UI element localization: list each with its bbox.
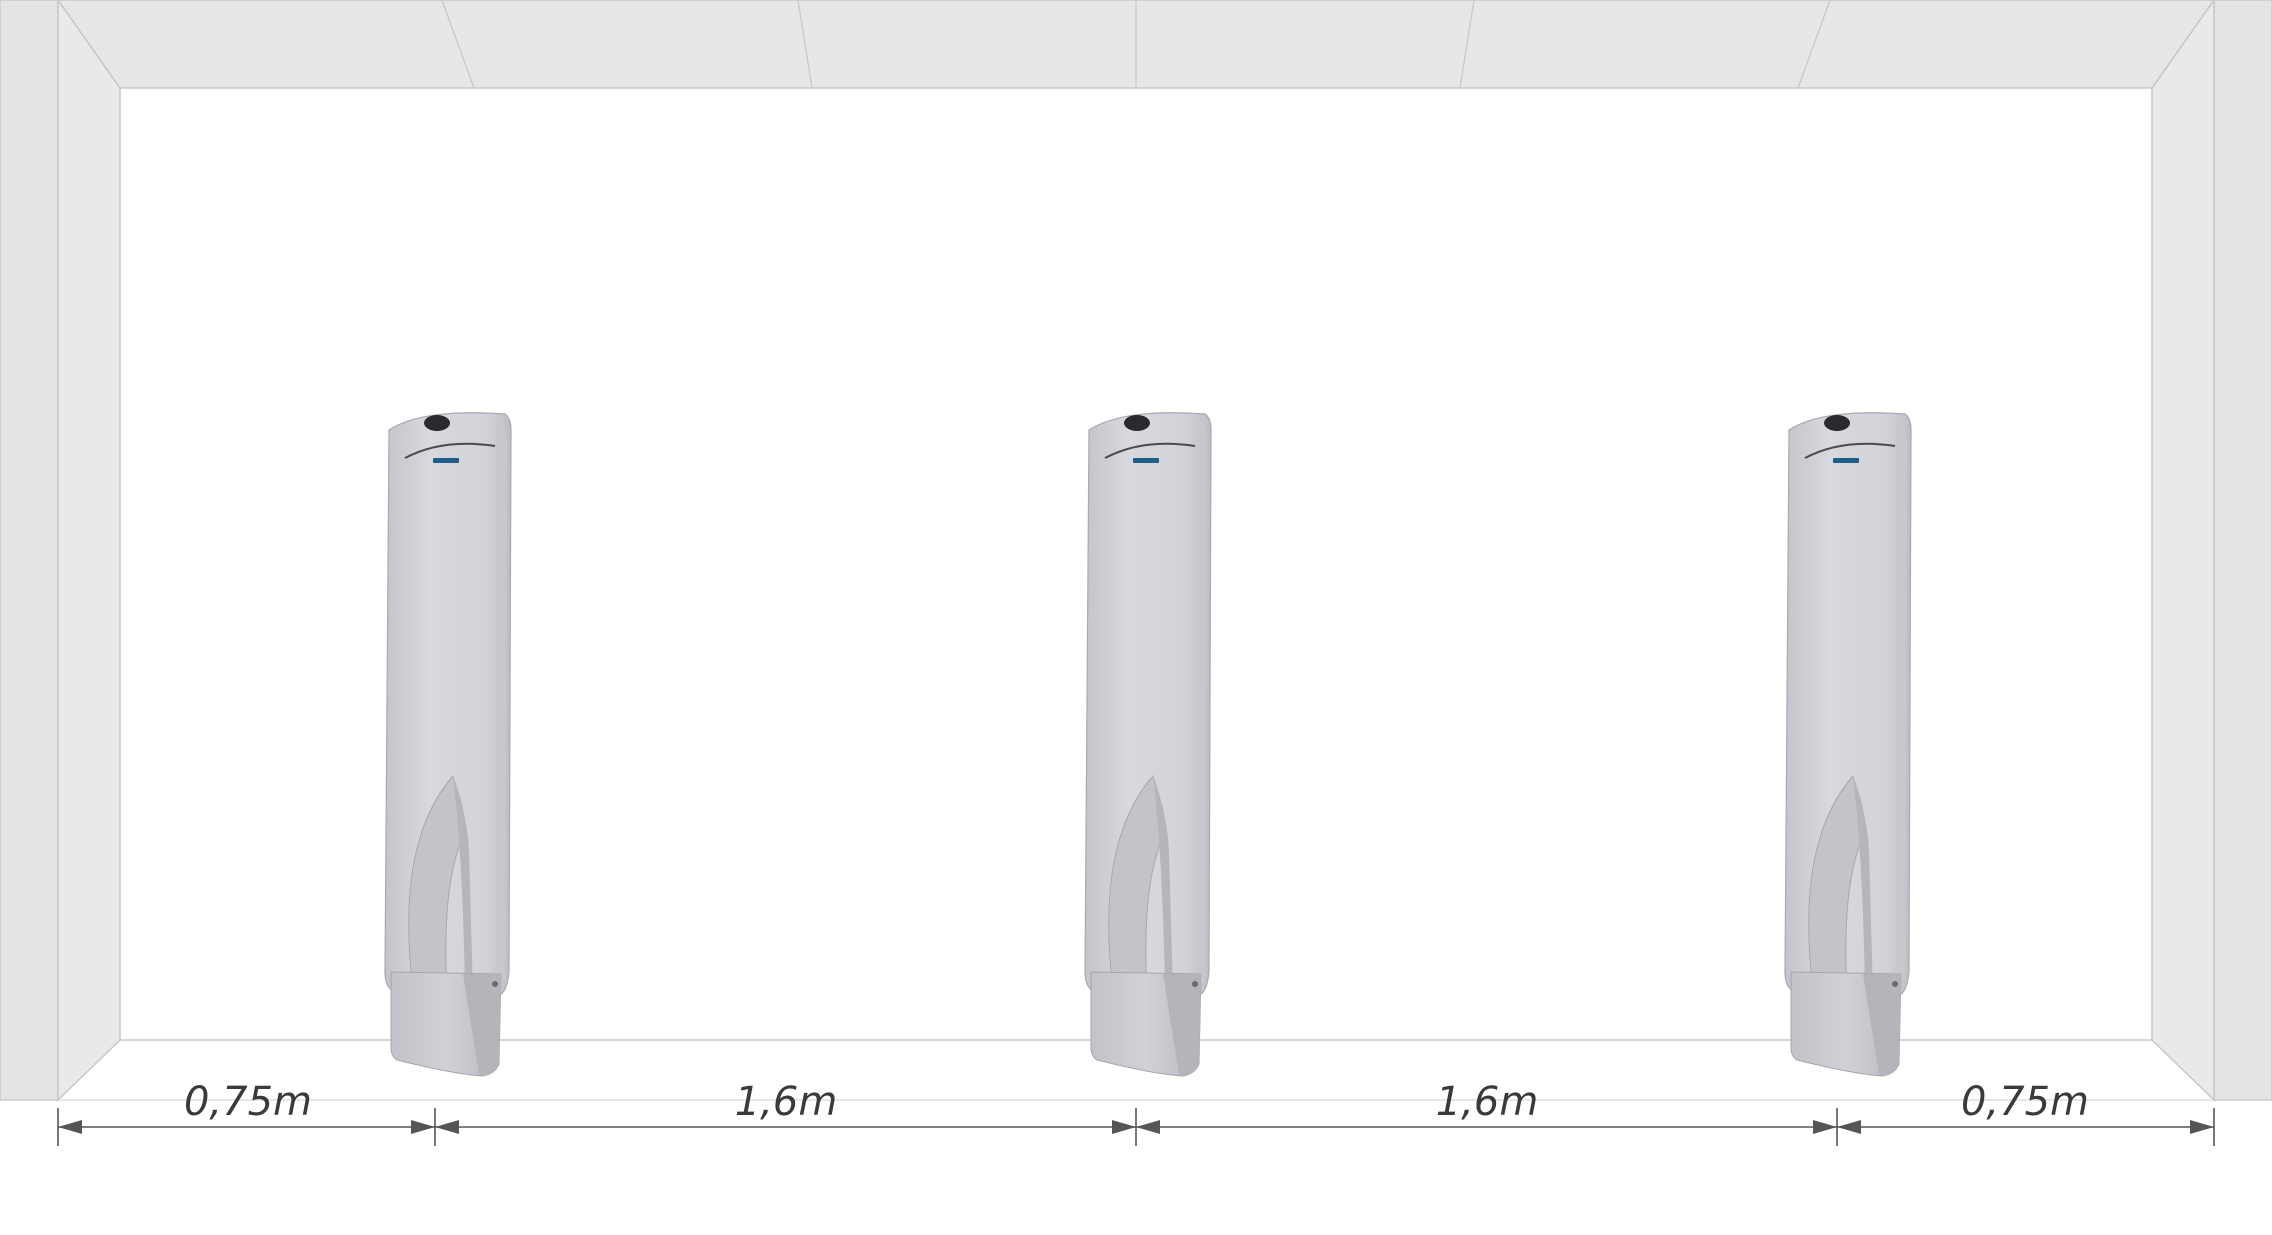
right-wall-side	[2151, 0, 2215, 1102]
security-gate-1	[384, 411, 512, 1077]
left-wall-side	[57, 0, 121, 1102]
dimension-labels: 0,75m 1,6m 1,6m 0,75m	[184, 1079, 2089, 1125]
left-wall-edge	[0, 0, 59, 1101]
security-gate-3	[1784, 411, 1912, 1077]
security-gates	[384, 411, 1912, 1077]
right-wall-edge	[2213, 0, 2272, 1101]
dimension-label-2: 1,6m	[735, 1079, 838, 1125]
door-frame	[0, 0, 2272, 1102]
dimension-label-3: 1,6m	[1436, 1079, 1539, 1125]
security-gate-2	[1084, 411, 1212, 1077]
dimension-label-1: 0,75m	[184, 1079, 312, 1125]
dimension-lines	[57, 1108, 2215, 1146]
dimension-label-4: 0,75m	[1961, 1079, 2089, 1125]
